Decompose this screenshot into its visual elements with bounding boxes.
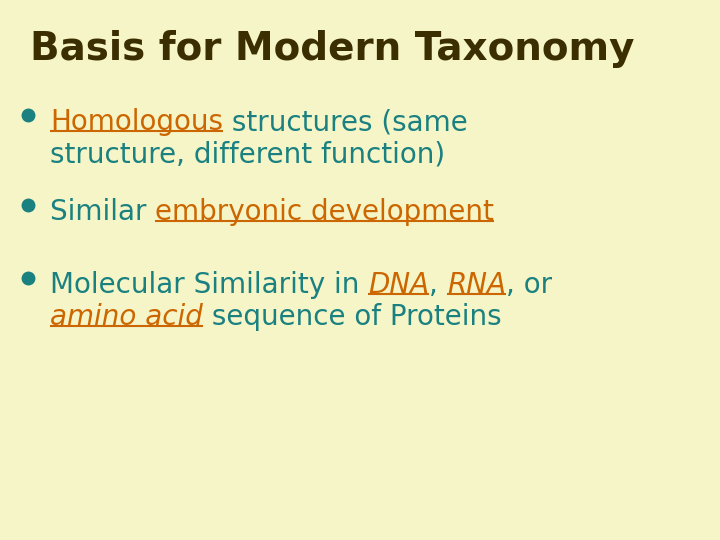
Text: Similar: Similar	[50, 198, 156, 226]
Text: embryonic development: embryonic development	[156, 198, 494, 226]
Text: structures (same: structures (same	[223, 108, 468, 136]
Text: RNA: RNA	[447, 271, 506, 299]
Text: structure, different function): structure, different function)	[50, 140, 445, 168]
Text: Homologous: Homologous	[50, 108, 223, 136]
Text: amino acid: amino acid	[50, 303, 203, 331]
Text: ,: ,	[429, 271, 447, 299]
Text: DNA: DNA	[368, 271, 429, 299]
Text: , or: , or	[506, 271, 552, 299]
Text: sequence of Proteins: sequence of Proteins	[203, 303, 502, 331]
Text: Basis for Modern Taxonomy: Basis for Modern Taxonomy	[30, 30, 634, 68]
Text: Molecular Similarity in: Molecular Similarity in	[50, 271, 368, 299]
